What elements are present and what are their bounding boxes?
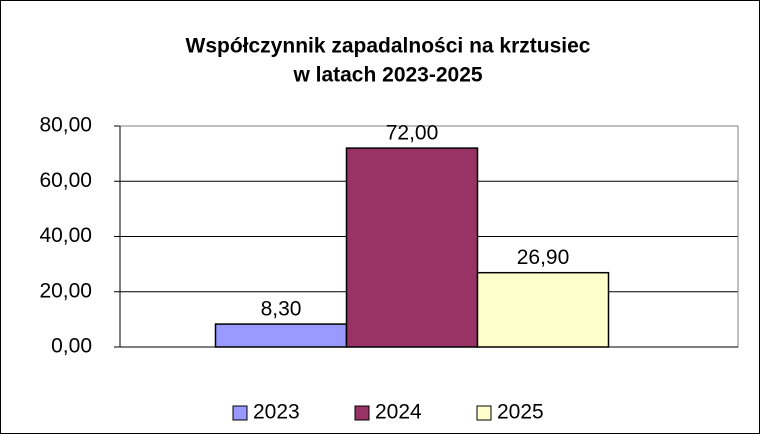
bar (214, 323, 348, 348)
legend-label: 2025 (497, 401, 544, 424)
y-tick-label: 20,00 (39, 279, 92, 302)
legend-swatch (354, 405, 370, 421)
bar (476, 271, 610, 348)
data-label: 8,30 (261, 298, 302, 321)
y-tick-label: 60,00 (39, 169, 92, 192)
legend-swatch (232, 405, 248, 421)
y-tick-label: 0,00 (51, 335, 92, 358)
legend-label: 2023 (253, 401, 300, 424)
chart-title: w latach 2023-2025 (292, 64, 482, 87)
y-tick-label: 80,00 (39, 114, 92, 137)
data-label: 26,90 (517, 246, 570, 269)
bar (345, 147, 479, 348)
y-tick-label: 40,00 (39, 224, 92, 247)
legend-swatch (476, 405, 492, 421)
chart-title: Współczynnik zapadalności na krztusiec (186, 35, 591, 58)
legend-label: 2024 (375, 401, 422, 424)
data-label: 72,00 (386, 122, 439, 145)
